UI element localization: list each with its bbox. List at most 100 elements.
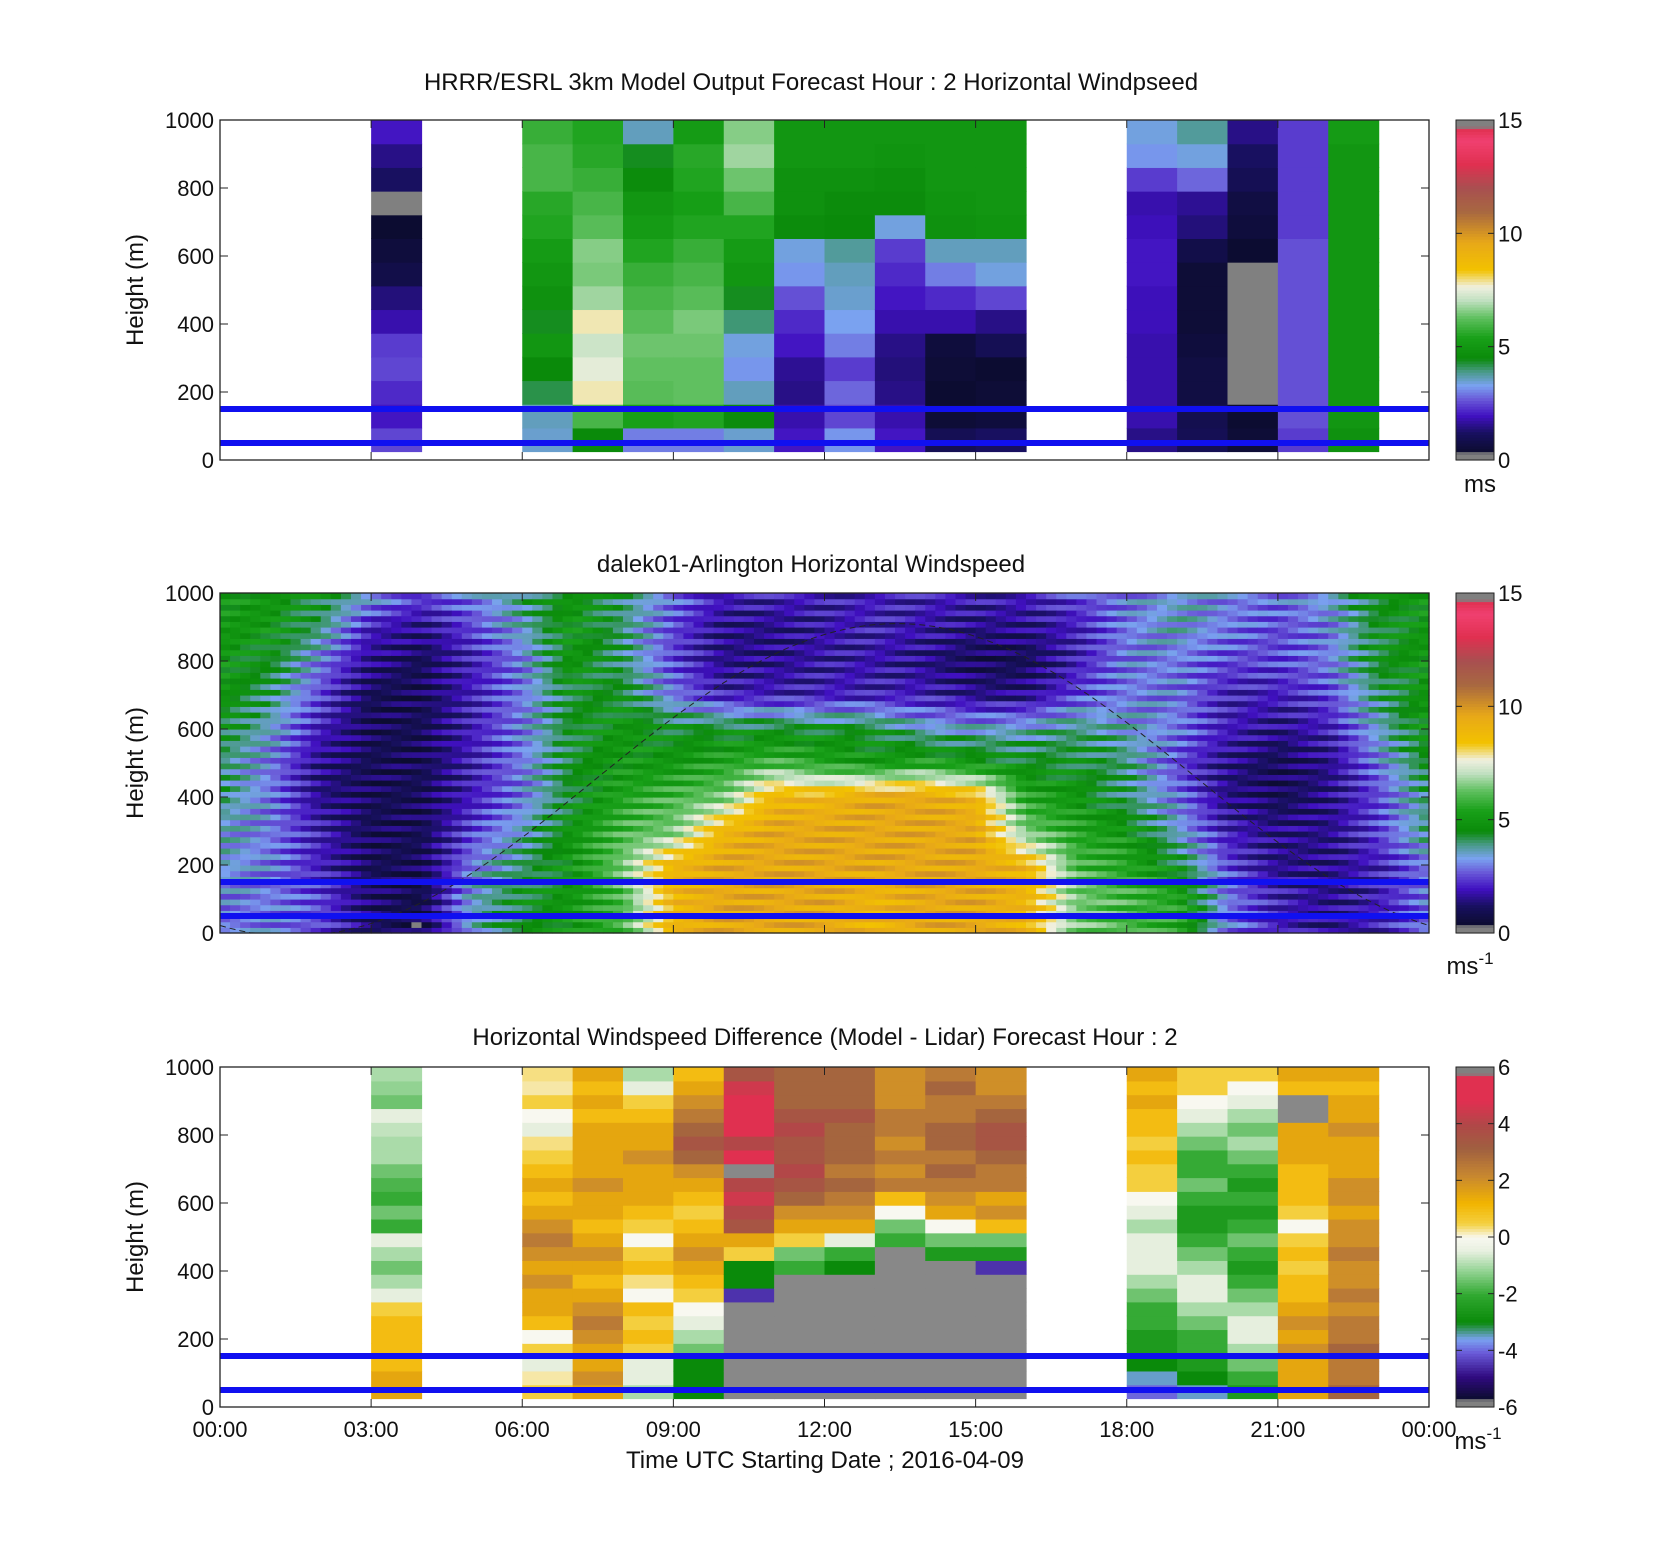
heatmap-cell (704, 593, 715, 599)
heatmap-cell (270, 638, 281, 644)
heatmap-cell (593, 763, 604, 769)
heatmap-cell (724, 763, 735, 769)
heatmap-cell (966, 678, 977, 684)
heatmap-cell (714, 865, 725, 871)
heatmap-cell (825, 667, 836, 673)
heatmap-cell (240, 718, 251, 724)
heatmap-cell (744, 763, 755, 769)
heatmap-cell (865, 780, 876, 786)
heatmap-cell (250, 791, 261, 797)
heatmap-cell (694, 780, 705, 786)
heatmap-cell (814, 865, 825, 871)
heatmap-cell (452, 706, 463, 712)
heatmap-cell (683, 859, 694, 865)
heatmap-cell (351, 899, 362, 905)
heatmap-cell (966, 616, 977, 622)
heatmap-cell (411, 599, 422, 605)
heatmap-cell (935, 763, 946, 769)
heatmap-cell (452, 893, 463, 899)
heatmap-cell (925, 888, 936, 894)
heatmap-cell (452, 638, 463, 644)
heatmap-cell (734, 780, 745, 786)
heatmap-cell (462, 769, 473, 775)
heatmap-cell (794, 774, 805, 780)
heatmap-cell (361, 740, 372, 746)
heatmap-cell (764, 638, 775, 644)
heatmap-cell (845, 678, 856, 684)
heatmap-cell (512, 644, 523, 650)
heatmap-cell (422, 616, 433, 622)
heatmap-cell (502, 752, 513, 758)
heatmap-cell (472, 842, 483, 848)
heatmap-cell (764, 842, 775, 848)
heatmap-cell (663, 638, 674, 644)
heatmap-cell (321, 661, 332, 667)
heatmap-cell (976, 871, 987, 877)
heatmap-cell (784, 638, 795, 644)
heatmap-cell (683, 621, 694, 627)
heatmap-cell (230, 814, 241, 820)
heatmap-cell (492, 723, 503, 729)
heatmap-cell (593, 808, 604, 814)
heatmap-cell (885, 837, 896, 843)
heatmap-cell (522, 888, 533, 894)
heatmap-cell (925, 865, 936, 871)
heatmap-cell (573, 723, 584, 729)
heatmap-cell (976, 593, 987, 599)
heatmap-cell (452, 729, 463, 735)
heatmap-cell (945, 899, 956, 905)
heatmap-cell (411, 763, 422, 769)
heatmap-cell (442, 740, 453, 746)
heatmap-cell (694, 854, 705, 860)
heatmap-cell (825, 357, 876, 381)
heatmap-cell (542, 848, 553, 854)
heatmap-cell (623, 888, 634, 894)
heatmap-cell (311, 797, 322, 803)
heatmap-cell (865, 774, 876, 780)
heatmap-cell (361, 757, 372, 763)
heatmap-cell (935, 820, 946, 826)
heatmap-cell (784, 820, 795, 826)
heatmap-cell (895, 854, 906, 860)
heatmap-cell (361, 729, 372, 735)
heatmap-cell (633, 621, 644, 627)
heatmap-cell (351, 599, 362, 605)
heatmap-cell (865, 797, 876, 803)
heatmap-cell (784, 797, 795, 803)
heatmap-cell (260, 803, 271, 809)
heatmap-cell (371, 644, 382, 650)
heatmap-cell (986, 786, 997, 792)
heatmap-cell (593, 650, 604, 656)
heatmap-cell (512, 672, 523, 678)
heatmap-cell (260, 774, 271, 780)
heatmap-cell (411, 706, 422, 712)
heatmap-cell (502, 825, 513, 831)
heatmap-cell (704, 706, 715, 712)
heatmap-cell (250, 746, 261, 752)
heatmap-cell (724, 780, 735, 786)
heatmap-cell (391, 808, 402, 814)
heatmap-cell (935, 746, 946, 752)
heatmap-cell (784, 667, 795, 673)
heatmap-cell (744, 797, 755, 803)
heatmap-cell (593, 672, 604, 678)
heatmap-cell (895, 633, 906, 639)
heatmap-cell (905, 633, 916, 639)
heatmap-cell (915, 780, 926, 786)
heatmap-cell (966, 672, 977, 678)
heatmap-cell (583, 791, 594, 797)
heatmap-cell (915, 672, 926, 678)
heatmap-cell (583, 803, 594, 809)
heatmap-cell (391, 616, 402, 622)
heatmap-cell (220, 695, 231, 701)
heatmap-cell (280, 899, 291, 905)
heatmap-cell (351, 803, 362, 809)
heatmap-cell (442, 621, 453, 627)
heatmap-cell (935, 616, 946, 622)
heatmap-cell (955, 837, 966, 843)
heatmap-cell (240, 604, 251, 610)
heatmap-cell (422, 871, 433, 877)
heatmap-cell (714, 633, 725, 639)
heatmap-cell (552, 729, 563, 735)
